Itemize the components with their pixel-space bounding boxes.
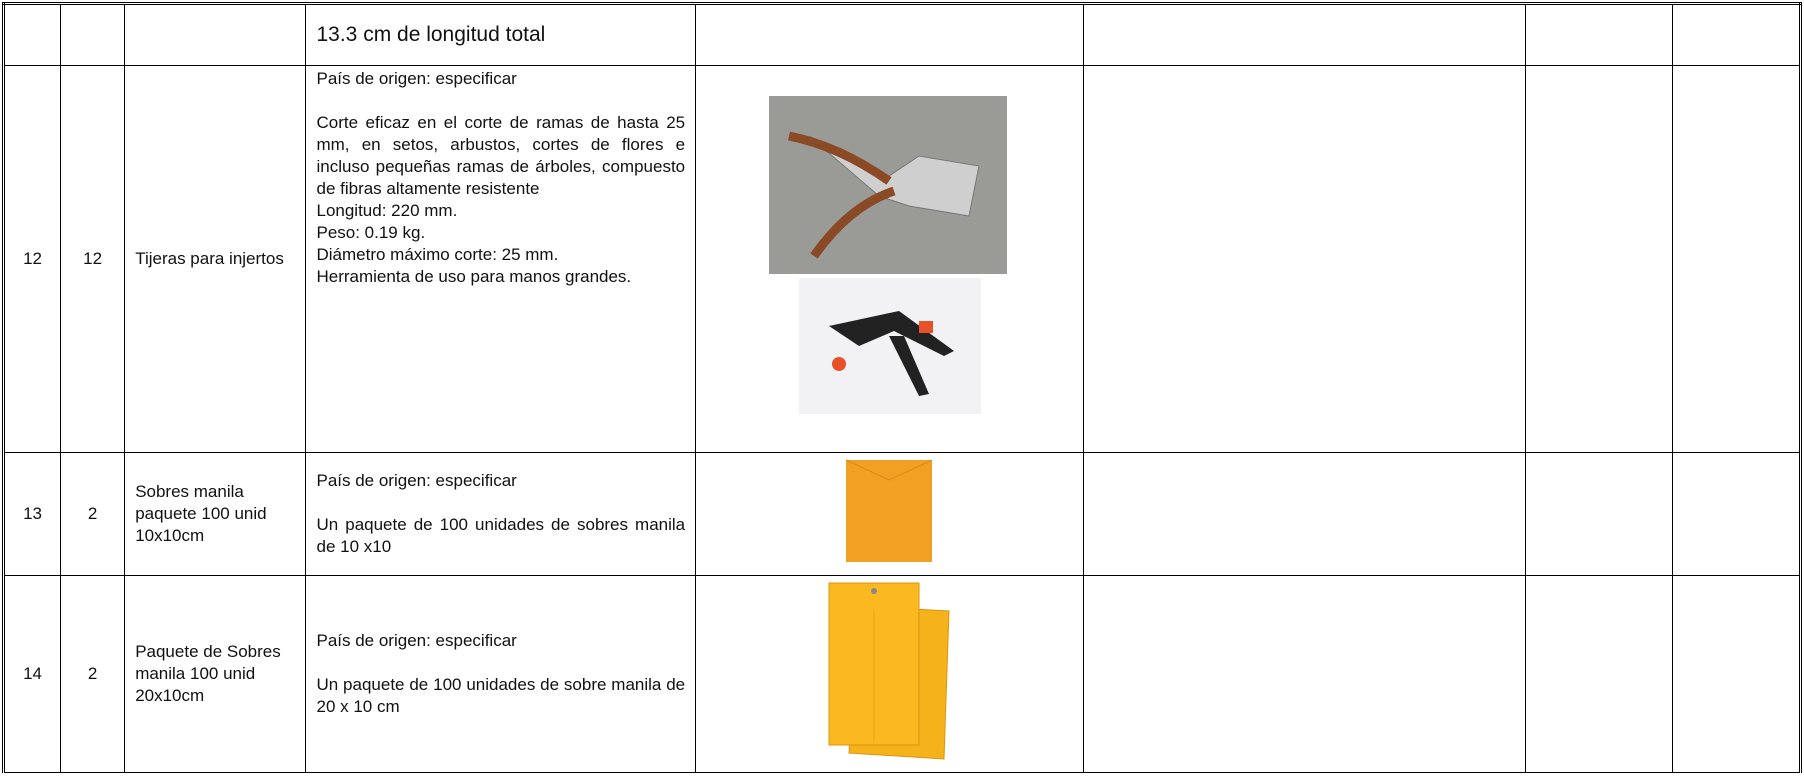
envelopes-photo bbox=[828, 582, 950, 760]
description-line: Herramienta de uso para manos grandes. bbox=[316, 267, 632, 286]
item-number: 13 bbox=[2, 452, 62, 576]
image-cell bbox=[695, 575, 1084, 773]
image-cell bbox=[695, 65, 1084, 453]
row: 14 2 Paquete de Sobres manila 100 unid 2… bbox=[2, 575, 1802, 773]
row: 13 2 Sobres manila paquete 100 unid 10x1… bbox=[2, 452, 1802, 576]
description-line: País de origen: especificar bbox=[316, 69, 517, 88]
description-line: Longitud: 220 mm. bbox=[316, 201, 458, 220]
description-line: País de origen: especificar bbox=[316, 471, 517, 490]
description-line: 13.3 cm de longitud total bbox=[316, 23, 546, 46]
description-line: Peso: 0.19 kg. bbox=[316, 223, 426, 242]
image-cell bbox=[695, 452, 1084, 576]
description: País de origen: especificar Corte eficaz … bbox=[305, 65, 697, 453]
quantity: 2 bbox=[60, 452, 126, 576]
envelope-photo bbox=[846, 459, 933, 562]
item-name: Tijeras para injertos bbox=[124, 65, 307, 453]
row: 13.3 cm de longitud total bbox=[2, 3, 1802, 66]
description-line: Un paquete de 100 unidades de sobres man… bbox=[316, 515, 686, 556]
quantity: 12 bbox=[60, 65, 126, 453]
item-number: 12 bbox=[2, 65, 62, 453]
description-line: Diámetro máximo corte: 25 mm. bbox=[316, 245, 559, 264]
description: 13.3 cm de longitud total bbox=[305, 3, 697, 66]
description-line: Corte eficaz en el corte de ramas de has… bbox=[316, 113, 686, 198]
row: 12 12 Tijeras para injertos País de orig… bbox=[2, 65, 1802, 453]
description-line: País de origen: especificar bbox=[316, 631, 517, 650]
pruner-photos bbox=[769, 96, 1008, 414]
item-number: 14 bbox=[2, 575, 62, 773]
item-name: Sobres manila paquete 100 unid 10x10cm bbox=[124, 452, 307, 576]
description-line: Un paquete de 100 unidades de sobre mani… bbox=[316, 675, 686, 716]
description: País de origen: especificar Un paquete de… bbox=[305, 575, 697, 773]
item-name: Paquete de Sobres manila 100 unid 20x10c… bbox=[124, 575, 307, 773]
description: País de origen: especificar Un paquete de… bbox=[305, 452, 697, 576]
quantity: 2 bbox=[60, 575, 126, 773]
